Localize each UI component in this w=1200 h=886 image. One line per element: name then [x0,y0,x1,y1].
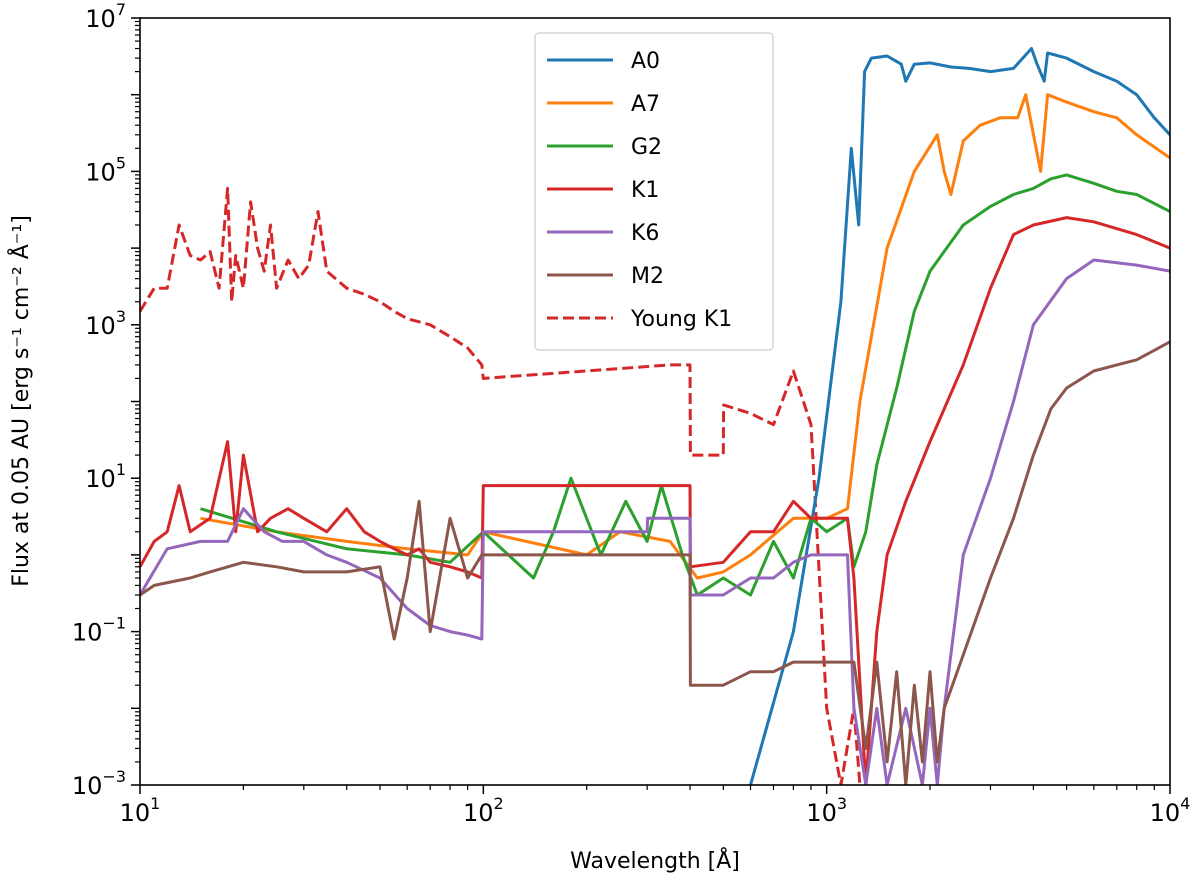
x-axis: 101 102 103 104 [120,785,1191,827]
x-tick-exponent: 3 [837,794,847,813]
x-tick-label: 104 [1150,794,1191,827]
series-line-young-k1 [140,186,862,785]
legend: A0 A7 G2 K1 K6 M2 Young K1 [534,32,774,351]
y-tick-label: 10−3 [72,767,126,800]
y-tick-label: 10−1 [72,614,126,647]
y-tick-label: 101 [85,460,126,493]
series-line-g2 [200,173,1170,597]
x-tick-exponent: 1 [150,794,160,813]
y-tick-exponent: −3 [102,767,126,786]
legend-label: Young K1 [630,307,732,332]
series-layer [140,47,1170,785]
x-tick-label: 102 [463,794,504,827]
x-tick-label: 103 [806,794,847,827]
y-tick-exponent: 5 [116,153,126,172]
y-tick-base: 10 [85,158,116,186]
y-tick-exponent: 1 [116,460,126,479]
x-tick-base: 10 [463,799,494,827]
legend-label: G2 [631,135,662,160]
x-tick-base: 10 [1150,799,1181,827]
series-line-k1 [140,216,1170,785]
x-tick-exponent: 4 [1180,794,1190,813]
y-tick-base: 10 [85,465,116,493]
series-line-a7 [200,93,1170,580]
y-axis-title: Flux at 0.05 AU [erg s⁻¹ cm⁻² Å⁻¹] [7,215,34,587]
series-line-a0 [749,47,1170,785]
x-tick-exponent: 2 [494,794,504,813]
y-tick-exponent: 7 [116,0,126,19]
x-tick-label: 101 [120,794,161,827]
legend-label: K1 [631,178,659,203]
legend-label: M2 [631,264,664,289]
y-tick-label: 105 [85,153,126,186]
y-tick-base: 10 [85,5,116,33]
y-tick-base: 10 [72,772,103,800]
y-tick-exponent: −1 [102,614,126,633]
x-axis-title: Wavelength [Å] [570,847,740,874]
legend-label: A0 [631,49,660,74]
y-tick-label: 103 [85,307,126,340]
y-tick-label: 107 [85,0,126,33]
x-tick-base: 10 [806,799,837,827]
y-tick-base: 10 [85,312,116,340]
x-tick-base: 10 [120,799,151,827]
series-line-m2 [140,340,1170,785]
legend-label: A7 [631,92,660,117]
series-line-k6 [140,258,1170,785]
legend-box [534,32,774,351]
y-tick-base: 10 [72,619,103,647]
y-tick-exponent: 3 [116,307,126,326]
legend-label: K6 [631,221,659,246]
